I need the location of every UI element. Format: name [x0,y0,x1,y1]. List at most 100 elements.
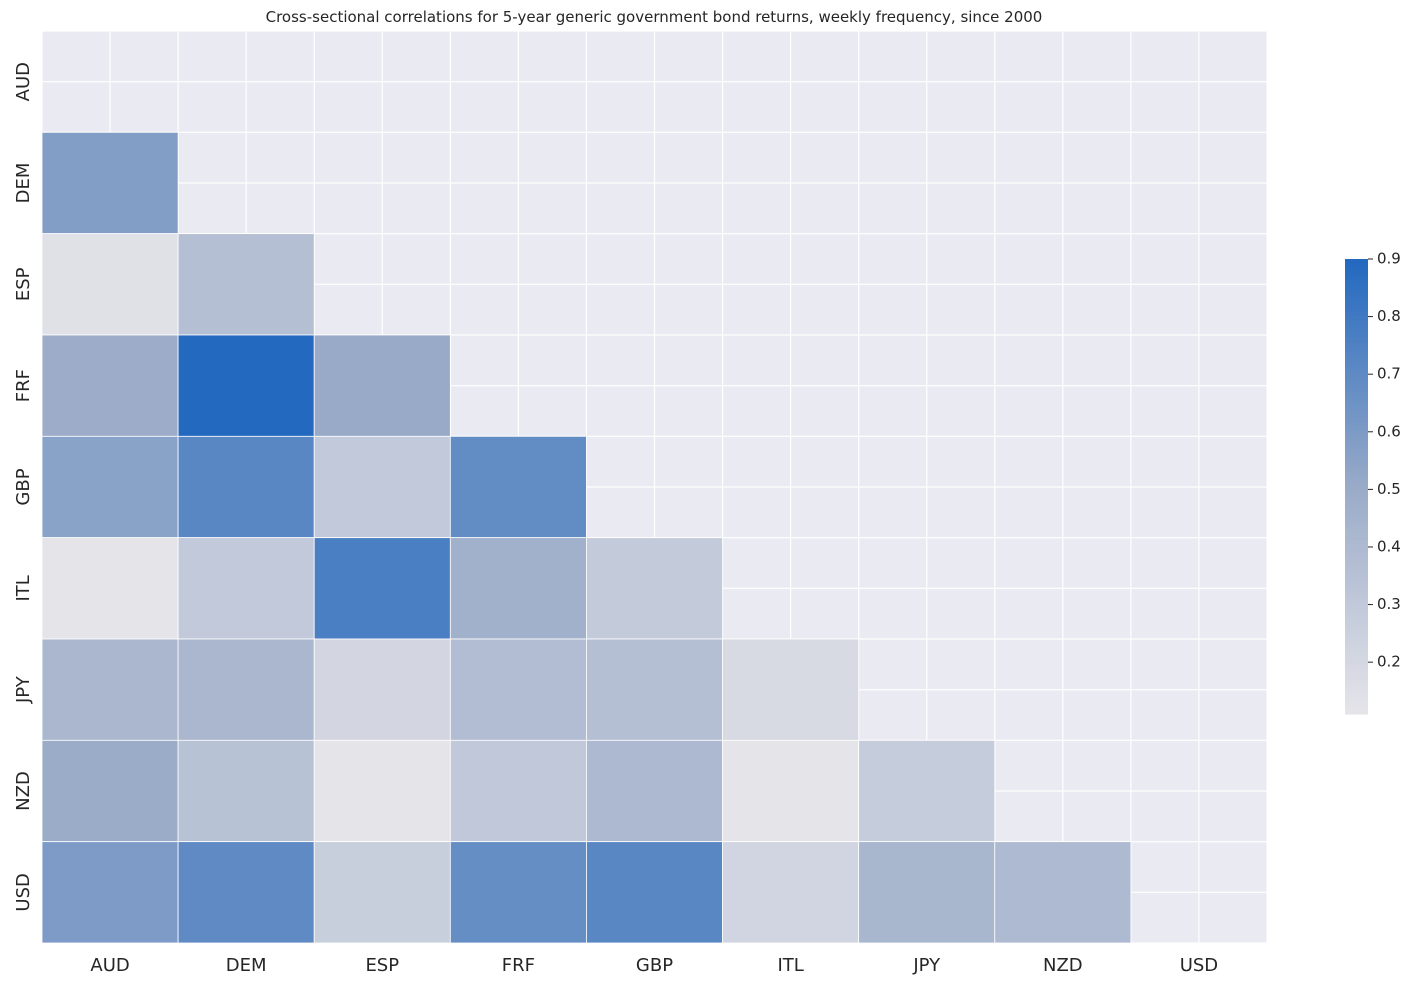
colorbar-segment [1345,266,1368,271]
heatmap-cell-nzd-frf [449,739,587,843]
heatmap-cell-nzd-dem [177,739,315,843]
colorbar-segment [1345,509,1368,514]
colorbar-segment [1345,615,1368,620]
heatmap-cell-usd-nzd [994,841,1132,944]
heatmap-cell-nzd-itl [722,739,860,843]
y-tick-label: DEM [13,163,34,204]
colorbar-segment [1345,285,1368,290]
colorbar-segment [1345,706,1368,711]
colorbar-segment [1345,289,1368,294]
colorbar-segment [1345,353,1368,359]
colorbar-segment [1345,456,1368,461]
colorbar-segment [1345,592,1368,598]
colorbar-segment [1345,296,1368,302]
colorbar-segment [1345,334,1368,340]
colorbar-segment [1345,422,1368,427]
x-axis-ticks: AUD DEM ESP FRF GBP ITL JPY NZD USD [90,955,1218,976]
colorbar-segment [1345,361,1368,366]
colorbar-segment [1345,634,1368,639]
heatmap-cell-jpy-frf [449,638,587,741]
colorbar-segment [1345,262,1368,268]
colorbar-segment [1345,539,1368,544]
heatmap-cell-nzd-esp [313,739,451,843]
colorbar-segment [1345,403,1368,408]
heatmap-cell-esp-aud [41,233,179,336]
x-tick-label: FRF [502,955,535,976]
y-tick-label: JPY [13,675,34,704]
colorbar-segment [1345,418,1368,423]
colorbar-segment [1345,380,1368,385]
colorbar-segment [1345,467,1368,472]
colorbar-segment [1345,475,1368,480]
colorbar-segment [1345,573,1368,579]
heatmap-cell-dem-aud [41,131,179,235]
colorbar-segment [1345,626,1368,632]
colorbar-segment [1345,672,1368,677]
colorbar-segment [1345,581,1368,586]
colorbar-segment [1345,554,1368,560]
colorbar-segment [1345,702,1368,708]
y-tick-label: FRF [13,369,34,402]
colorbar-segment [1345,342,1368,347]
colorbar-segment [1345,558,1368,563]
colorbar-segment [1345,414,1368,419]
colorbar-segment [1345,566,1368,571]
y-tick-label: USD [13,873,34,911]
heatmap-cell-jpy-itl [722,638,860,741]
colorbar-segment [1345,600,1368,605]
colorbar-segment [1345,376,1368,381]
heatmap-cell-usd-dem [177,841,315,944]
colorbar-tick-label: 0.7 [1377,365,1401,383]
colorbar-segment [1345,429,1368,435]
colorbar-tick-label: 0.6 [1377,422,1401,440]
x-tick-label: JPY [912,955,941,976]
heatmap-cell-jpy-esp [313,638,451,741]
x-tick-label: USD [1180,955,1218,976]
heatmap-cell-gbp-dem [177,435,315,539]
colorbar-segment [1345,323,1368,328]
colorbar-segment [1345,259,1368,264]
colorbar-segment [1345,312,1368,317]
colorbar-segment [1345,641,1368,647]
heatmap-cell-usd-aud [41,841,179,944]
colorbar-segment [1345,630,1368,635]
x-tick-label: AUD [90,955,129,976]
colorbar-segment [1345,327,1368,332]
colorbar-segment [1345,391,1368,397]
colorbar-segment [1345,459,1368,465]
colorbar-segment [1345,270,1368,275]
colorbar-tick-label: 0.3 [1377,595,1401,613]
colorbar-segment [1345,649,1368,654]
colorbar-segment [1345,452,1368,457]
colorbar-segment [1345,550,1368,556]
heatmap-cells [41,131,1132,944]
colorbar-segment [1345,497,1368,503]
colorbar-segment [1345,357,1368,362]
colorbar-segment [1345,300,1368,306]
colorbar-segment [1345,695,1368,700]
y-tick-label: ESP [13,267,34,301]
colorbar-segment [1345,611,1368,617]
colorbar-segment [1345,448,1368,453]
colorbar-tick-label: 0.5 [1377,480,1401,498]
heatmap-cell-itl-dem [177,537,315,640]
colorbar-segment [1345,660,1368,666]
heatmap-cell-jpy-gbp [586,638,723,741]
colorbar-segment [1345,664,1368,670]
colorbar: 0.2 0.3 0.4 0.5 0.6 0.7 0.8 0.9 [1345,250,1401,715]
heatmap-cell-nzd-aud [41,739,179,843]
colorbar-segment [1345,387,1368,393]
colorbar-segment [1345,410,1368,416]
colorbar-segment [1345,486,1368,491]
colorbar-segment [1345,274,1368,279]
colorbar-tick-label: 0.2 [1377,653,1401,671]
heatmap-cell-nzd-jpy [858,739,996,843]
colorbar-segment [1345,494,1368,499]
colorbar-segment [1345,505,1368,510]
heatmap-cell-usd-jpy [858,841,996,944]
colorbar-segment [1345,368,1368,374]
x-tick-label: ESP [365,955,399,976]
chart-title: Cross-sectional correlations for 5-year … [266,8,1043,26]
heatmap-cell-frf-esp [313,334,451,437]
